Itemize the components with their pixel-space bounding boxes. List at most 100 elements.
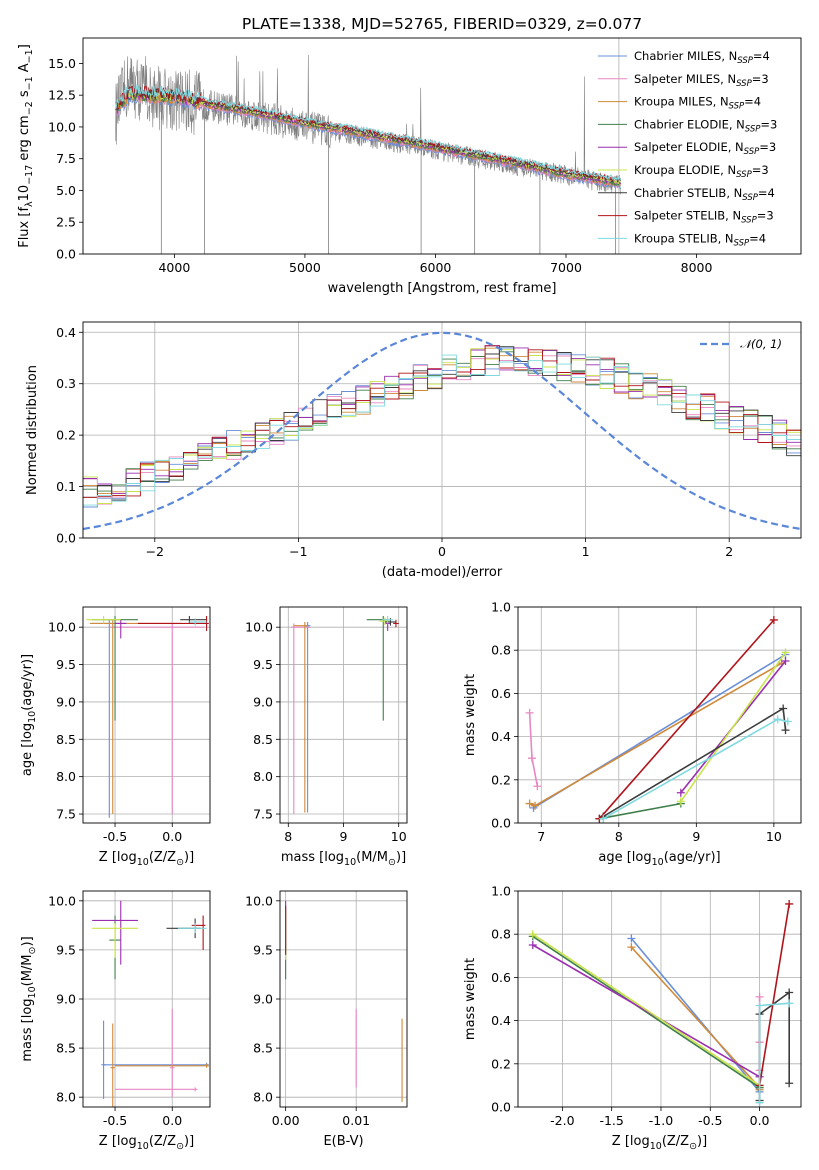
y-tick-label: 0.6	[491, 970, 511, 985]
x-tick-label: −2	[146, 544, 164, 559]
histogram-8	[83, 354, 801, 506]
x-tick-label: -0.5	[103, 1113, 127, 1128]
axes-frame	[517, 890, 802, 1108]
x-axis-label-part: Z [log	[99, 850, 137, 865]
y-axis-label: age [log10(age/yr)]	[20, 654, 38, 776]
y-tick-label: 0.2	[491, 772, 511, 787]
weight-marker-2	[627, 943, 636, 952]
y-tick-label: 0.0	[56, 531, 76, 546]
legend-subscript: SSP	[741, 216, 757, 226]
axes-frame	[82, 890, 211, 1108]
legend-entry-1: Salpeter MILES, NSSP=3	[634, 72, 769, 89]
y-tick-label: 0.3	[56, 376, 76, 391]
weight-line-6	[602, 707, 787, 818]
plot-area-spectrum	[115, 38, 622, 254]
y-tick-label: 9.5	[56, 942, 76, 957]
x-axis-label-part: )]	[184, 1134, 194, 1149]
y-tick-label: 0.1	[56, 479, 76, 494]
weight-marker-8	[755, 1001, 764, 1010]
weight-marker-0	[627, 934, 636, 943]
y-tick-label: 5.0	[56, 183, 76, 198]
y-tick-label: 10.0	[48, 893, 76, 908]
y-tick-label: 7.5	[56, 807, 76, 822]
x-tick-label: 1	[582, 544, 590, 559]
weight-marker-4	[676, 788, 685, 797]
x-tick-label: 0.0	[162, 1113, 182, 1128]
x-axis-label-part: (M/M	[356, 850, 388, 865]
legend-subscript: SSP	[736, 79, 752, 89]
x-tick-label: 9	[340, 829, 348, 844]
legend-subscript: SSP	[729, 102, 745, 112]
y-axis-label-part: 10	[27, 711, 38, 723]
x-axis-label-part: ⊙	[388, 857, 396, 868]
y-tick-label: 1.0	[491, 600, 511, 615]
y-axis-label-part: 10	[27, 986, 38, 998]
weight-line-6	[758, 990, 790, 1101]
weight-marker-7	[785, 899, 794, 908]
y-axis-label-part: −17	[24, 165, 35, 185]
y-axis-label-part: (M/M	[20, 954, 35, 986]
plot-area-weight-vs-Z	[528, 899, 794, 1107]
y-tick-label: 0.6	[491, 686, 511, 701]
legend-subscript: SSP	[742, 193, 758, 203]
weight-marker-8	[785, 999, 794, 1008]
histogram-4	[83, 345, 801, 495]
y-axis-label-part: age [log	[20, 723, 35, 776]
y-tick-label: 0.4	[491, 1013, 511, 1028]
histogram-7	[83, 345, 801, 498]
x-axis-label-part: (age/yr)]	[664, 850, 721, 865]
y-axis-label-part: A	[17, 63, 32, 76]
weight-marker-5	[528, 930, 537, 939]
x-tick-label: 0.0	[750, 1113, 770, 1128]
weight-line-0	[630, 937, 761, 1093]
weight-marker-6	[785, 1079, 794, 1088]
x-tick-label: 0	[438, 544, 446, 559]
histogram-0	[83, 347, 801, 508]
legend-entry-6: Chabrier STELIB, NSSP=4	[634, 186, 775, 203]
plot-area-age-vs-mass	[291, 615, 399, 815]
x-tick-label: -1.5	[599, 1113, 623, 1128]
weight-marker-5	[676, 797, 685, 806]
weight-marker-6	[785, 988, 794, 997]
y-tick-label: 7.5	[56, 151, 76, 166]
weight-marker-4	[528, 941, 537, 949]
y-tick-label: 0.0	[56, 247, 76, 262]
x-axis-label: Z [log10(Z/Z⊙)]	[612, 1134, 707, 1152]
x-tick-label: -0.5	[103, 829, 127, 844]
x-tick-label: −1	[289, 544, 307, 559]
legend-suffix: =3	[760, 117, 777, 131]
y-tick-label: 15.0	[48, 56, 76, 71]
x-axis-label-part: (Z/Z	[662, 1134, 689, 1149]
legend-entry-3: Chabrier ELODIE, NSSP=3	[634, 117, 777, 134]
x-tick-label: -2.0	[550, 1113, 574, 1128]
x-axis-label-part: Z [log	[612, 1134, 650, 1149]
y-tick-label: 0.8	[491, 643, 511, 658]
y-axis-label-part: λ	[24, 201, 35, 207]
weight-marker-6	[781, 726, 790, 735]
y-axis-label-part: s	[17, 90, 32, 101]
legend-entry-2: Kroupa MILES, NSSP=4	[634, 95, 761, 112]
y-tick-label: 0.8	[491, 927, 511, 942]
x-axis-label: E(B-V)	[323, 1134, 363, 1149]
x-tick-label: 4000	[158, 260, 190, 275]
x-tick-label: 0.0	[162, 829, 182, 844]
legend-text: Salpeter STELIB, N	[634, 209, 741, 223]
legend-suffix: =3	[757, 209, 774, 223]
axes-mass-vs-EBV: 0.00 0.01 8.0 8.5 9.0 9.5 10.0 E(B-V)	[245, 890, 408, 1149]
axes-weight-vs-Z: -2.0 -1.5 -1.0 -0.5 0.0 0.0 0.2 0.4 0.6 0.8 1.0 Z […	[463, 884, 802, 1152]
x-tick-label: 7	[537, 829, 545, 844]
y-tick-label: 0.4	[56, 325, 76, 340]
legend-text: Chabrier STELIB, N	[634, 186, 742, 200]
weight-marker-8	[773, 715, 782, 724]
legend-entry-4: Salpeter ELODIE, NSSP=3	[634, 140, 776, 157]
y-tick-label: 8.0	[56, 1090, 76, 1105]
y-tick-label: 0.2	[491, 1056, 511, 1071]
axes-residuals: −2 −1 0 1 2 0.0 0.1 0.2 0.3 0.4 (data-model)/error…	[25, 321, 802, 580]
axes-mass-vs-Z: -0.5 0.08.08.59.09.510.0Z [log10(Z/Z⊙)]ma…	[20, 890, 211, 1152]
weight-line-4	[532, 944, 761, 1078]
x-axis-label-part: ⊙	[176, 857, 184, 868]
y-axis-label: mass weight	[463, 958, 478, 1040]
figure-title: PLATE=1338, MJD=52765, FIBERID=0329, z=0…	[242, 15, 642, 33]
plot-area-mass-vs-EBV	[285, 900, 403, 1103]
